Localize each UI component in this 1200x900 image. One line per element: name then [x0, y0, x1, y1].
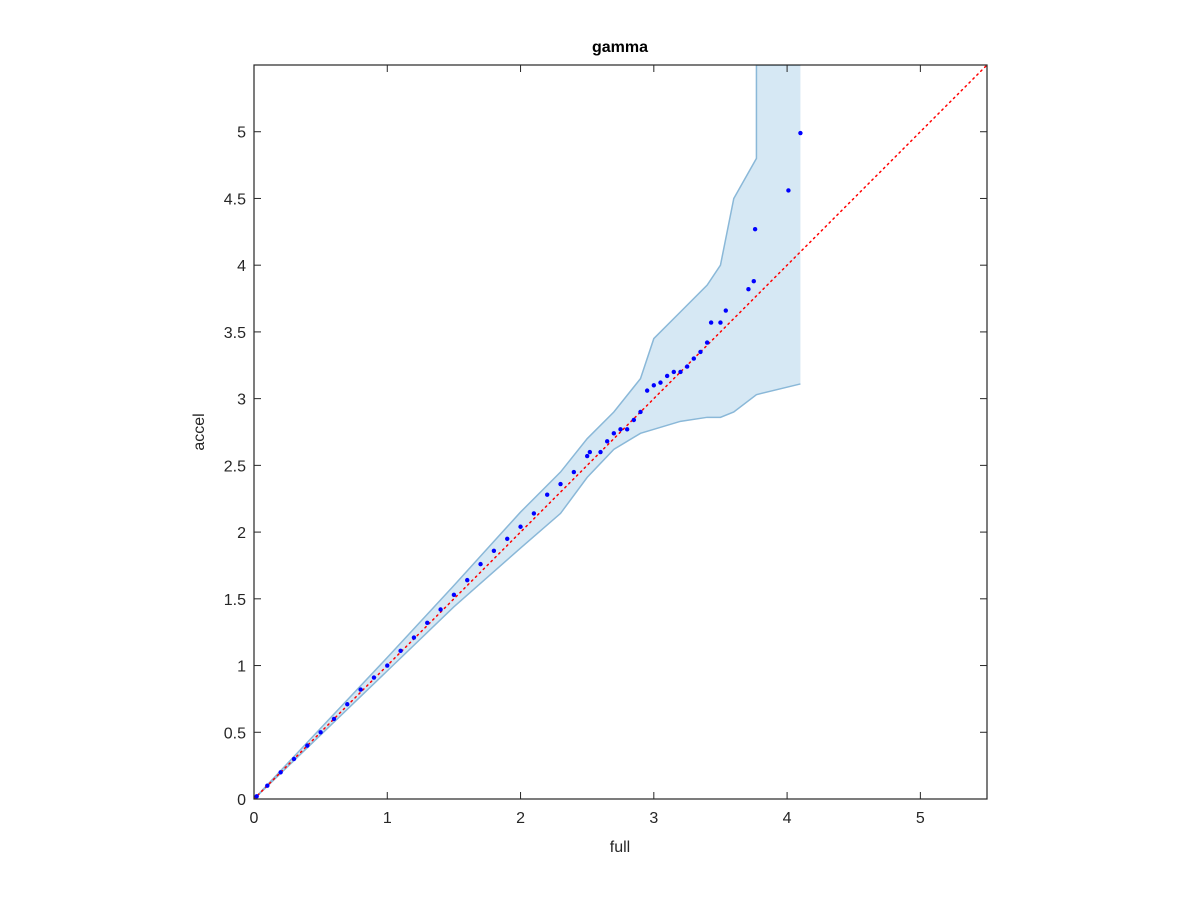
x-tick-label: 0 [250, 810, 259, 827]
x-tick-label: 1 [383, 810, 392, 827]
point [265, 783, 270, 788]
point [478, 561, 483, 567]
x-axis-label: full [610, 839, 630, 856]
point [752, 226, 758, 232]
point [531, 511, 537, 516]
reference-line [254, 65, 987, 799]
point [545, 492, 550, 497]
band-upper-edge [254, 65, 801, 799]
point [438, 607, 443, 612]
point [465, 577, 470, 583]
point [698, 349, 703, 355]
point [425, 620, 430, 626]
point [278, 770, 283, 775]
point [684, 364, 690, 369]
y-tick-label: 4.5 [224, 191, 246, 208]
point [558, 481, 563, 487]
point [658, 380, 663, 385]
point [491, 548, 497, 553]
point [505, 536, 510, 541]
point [704, 340, 710, 345]
point [651, 383, 657, 388]
x-tick-label: 2 [516, 810, 525, 827]
point [385, 663, 390, 668]
point [691, 356, 696, 361]
y-tick-label: 3 [237, 392, 246, 409]
point [671, 369, 677, 375]
point [587, 449, 593, 455]
point [798, 130, 803, 136]
axes: 0 1 2 3 4 5 0 0.5 1 1.5 2 2.5 3 3.5 4 4.5 5 [224, 64, 988, 827]
y-tick-label: 1 [237, 659, 246, 676]
point [358, 687, 363, 692]
point [644, 388, 650, 393]
y-tick-label: 5 [237, 125, 246, 142]
point [786, 188, 791, 193]
point [318, 730, 323, 735]
point [598, 449, 603, 455]
x-tick-label: 3 [649, 810, 658, 827]
point [664, 373, 670, 379]
point [708, 320, 714, 325]
point [718, 320, 723, 325]
point [751, 278, 756, 284]
plot-area [254, 65, 987, 799]
y-tick-label: 3.5 [224, 325, 246, 342]
point [411, 635, 417, 640]
point [678, 369, 683, 375]
point [254, 794, 259, 799]
point [571, 469, 577, 475]
point [584, 453, 590, 459]
point [638, 409, 643, 415]
axes-box [253, 64, 988, 800]
y-axis-label: accel [191, 413, 208, 450]
x-tick-label: 4 [783, 810, 792, 827]
point [331, 716, 337, 722]
y-tick-label: 2 [237, 525, 246, 542]
y-tick-label: 0 [237, 792, 246, 809]
point [291, 756, 297, 762]
point [518, 524, 523, 529]
point [618, 427, 623, 432]
y-tick-label: 1.5 [224, 592, 246, 609]
point [604, 439, 610, 444]
point [345, 702, 350, 707]
point [624, 427, 630, 432]
point [746, 287, 751, 292]
point [451, 592, 457, 598]
chart-title: gamma [592, 39, 648, 56]
point [371, 675, 377, 680]
point [398, 648, 403, 654]
point [305, 743, 310, 748]
y-tick-label: 2.5 [224, 458, 246, 475]
y-tick-label: 4 [237, 258, 246, 275]
band-lower-edge [254, 383, 801, 799]
x-tick-label: 5 [916, 810, 925, 827]
y-tick-label: 0.5 [224, 725, 246, 742]
point [631, 417, 637, 423]
point [611, 431, 617, 436]
point [723, 308, 728, 313]
